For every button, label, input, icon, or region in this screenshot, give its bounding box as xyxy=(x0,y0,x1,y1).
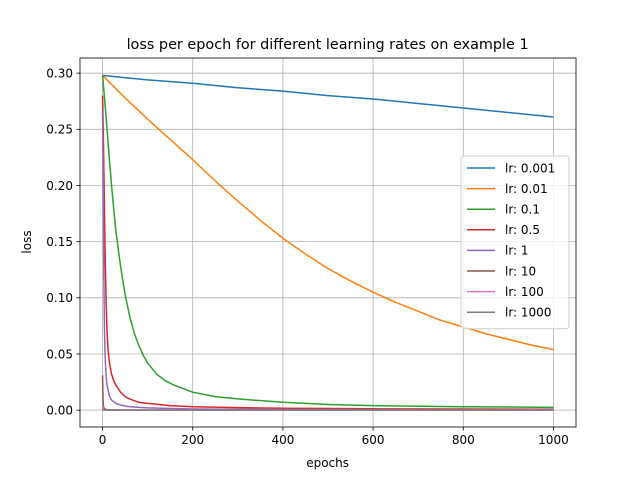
legend-item: lr: 0.01 xyxy=(467,182,548,196)
chart-title: loss per epoch for different learning ra… xyxy=(127,37,529,53)
y-tick-label: 0.25 xyxy=(46,123,73,137)
legend-label: lr: 1 xyxy=(505,244,529,258)
axes-frame xyxy=(79,57,577,428)
series-lines xyxy=(101,74,554,411)
y-tick-label: 0.30 xyxy=(46,66,73,80)
legend-item: lr: 100 xyxy=(467,285,544,299)
legend-item: lr: 1 xyxy=(467,244,529,258)
x-tick-label: 800 xyxy=(452,433,475,447)
legend-label: lr: 100 xyxy=(505,285,544,299)
legend-label: lr: 1000 xyxy=(505,306,551,320)
y-tick-label: 0.00 xyxy=(46,403,73,417)
legend-label: lr: 0.001 xyxy=(505,161,555,175)
y-axis-label: loss xyxy=(20,230,34,253)
legend-label: lr: 10 xyxy=(505,264,536,278)
y-tick-label: 0.15 xyxy=(46,235,73,249)
legend-box xyxy=(460,155,570,330)
y-tick-label: 0.10 xyxy=(46,291,73,305)
legend-item: lr: 10 xyxy=(467,264,536,278)
legend-item: lr: 0.001 xyxy=(467,161,555,175)
series-line-lr-0p5 xyxy=(101,95,554,410)
legend-item: lr: 0.5 xyxy=(467,223,540,237)
legend: lr: 0.001 lr: 0.01 lr: 0.1 lr: 0.5 lr: 1 lr: … xyxy=(460,155,570,330)
x-tick-label: 400 xyxy=(271,433,294,447)
x-axis-label: epochs xyxy=(306,456,349,470)
legend-label: lr: 0.1 xyxy=(505,203,540,217)
x-tick-label: 600 xyxy=(362,433,385,447)
series-line-lr-0p01 xyxy=(102,74,554,351)
x-tick-label: 1000 xyxy=(538,433,569,447)
legend-label: lr: 0.01 xyxy=(505,182,548,196)
legend-label: lr: 0.5 xyxy=(505,223,540,237)
series-line-lr-1 xyxy=(101,110,554,411)
x-tick-label: 0 xyxy=(99,433,107,447)
series-line-lr-1000 xyxy=(101,408,554,411)
legend-item: lr: 1000 xyxy=(467,306,551,320)
y-tick-label: 0.05 xyxy=(46,347,73,361)
series-line-lr-0p001 xyxy=(102,74,554,118)
legend-item: lr: 0.1 xyxy=(467,203,540,217)
x-axis-ticks: 0 200 400 600 800 1000 xyxy=(99,427,569,447)
y-axis-ticks: 0.00 0.05 0.10 0.15 0.20 0.25 0.30 xyxy=(46,66,80,417)
x-tick-label: 200 xyxy=(181,433,204,447)
series-line-lr-0p1 xyxy=(101,75,554,409)
y-tick-label: 0.20 xyxy=(46,179,73,193)
